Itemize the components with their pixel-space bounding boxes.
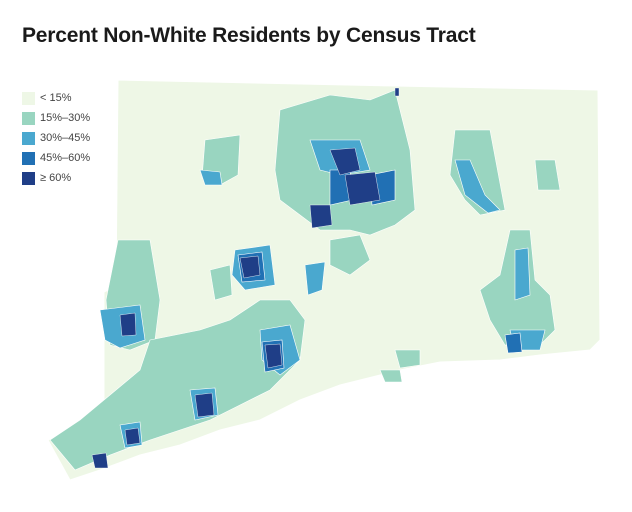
legend-label: < 15% bbox=[40, 92, 72, 104]
legend-label: 45%–60% bbox=[40, 152, 91, 164]
legend-label: 15%–30% bbox=[40, 112, 91, 124]
legend-swatch bbox=[22, 91, 35, 105]
legend-swatch bbox=[22, 131, 35, 145]
legend-item: 15%–30% bbox=[22, 108, 90, 128]
legend-swatch bbox=[22, 171, 35, 185]
legend-label: 30%–45% bbox=[40, 132, 91, 144]
legend-swatch bbox=[22, 111, 35, 125]
legend-swatch bbox=[22, 151, 35, 165]
legend-item: 45%–60% bbox=[22, 148, 90, 168]
legend-label: ≥ 60% bbox=[40, 172, 72, 184]
legend-item: 30%–45% bbox=[22, 128, 90, 148]
legend: < 15% 15%–30% 30%–45% 45%–60% ≥ 60% bbox=[22, 88, 90, 188]
legend-item: ≥ 60% bbox=[22, 168, 90, 188]
legend-item: < 15% bbox=[22, 88, 90, 108]
chart-title: Percent Non-White Residents by Census Tr… bbox=[22, 24, 476, 47]
